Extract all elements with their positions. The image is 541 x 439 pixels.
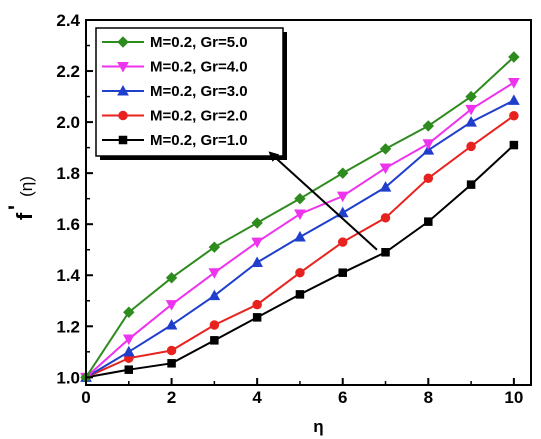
ticks-layer: 0 2 4 6 8 10 1.0 1.2 1.4 1.6 1.8 2.0 2.2 2.4 [56,11,523,407]
y-tick-label: 2.4 [56,11,80,30]
legend-label: M=0.2, Gr=4.0 [150,59,248,76]
data-point [165,300,178,311]
x-tick-label: 2 [167,388,176,407]
data-point [122,334,135,346]
legend-entry: M=0.2, Gr=1.0 [102,132,248,149]
data-point [465,90,477,103]
y-axis-label-f: f [12,212,37,220]
data-point [422,139,435,150]
data-point [165,318,178,330]
data-point [509,140,519,150]
data-point [294,192,306,205]
x-tick-label: 0 [81,388,90,407]
data-point [209,320,220,330]
series-triangle-down [80,78,520,384]
x-axis-label: η [313,417,323,436]
legend-entry: M=0.2, Gr=3.0 [102,83,248,100]
data-point [123,306,135,318]
data-point [295,267,305,278]
data-point [294,209,306,221]
data-point [124,365,134,374]
y-tick-label: 1.2 [56,317,80,336]
data-point [379,143,392,155]
legend-label: M=0.2, Gr=1.0 [150,132,248,149]
data-point [252,299,262,310]
legend-entry: M=0.2, Gr=2.0 [102,108,248,125]
data-point [466,141,476,152]
data-point [509,110,519,121]
data-point [294,230,306,242]
legend-entry: M=0.2, Gr=5.0 [102,34,248,51]
data-point [423,173,434,184]
data-point [251,237,264,249]
x-tick-label: 8 [424,388,433,407]
legend-marker [117,36,129,48]
data-point [208,268,221,279]
data-point [465,116,477,127]
data-point [295,290,305,299]
data-point [336,206,349,218]
series-square [81,140,519,382]
y-axis-label-prime: ' [4,205,29,210]
plot-frame [85,19,532,386]
legend-label: M=0.2, Gr=5.0 [150,34,248,51]
y-axis-label-arg: (η) [17,176,36,197]
x-tick-label: 6 [338,388,347,407]
data-point [167,359,176,368]
data-point [508,51,520,63]
legend-marker [118,110,128,121]
data-point [337,167,349,179]
data-point [251,217,263,229]
data-point [165,272,178,284]
y-tick-label: 1.6 [56,215,80,234]
trend-arrow [268,151,378,251]
legend: M=0.2, Gr=5.0 M=0.2, Gr=4.0 M=0.2, Gr=3.0 M… [95,27,287,160]
data-point [422,120,435,132]
legend-marker [117,84,129,96]
y-tick-label: 1.4 [56,266,80,285]
data-point [336,191,349,203]
data-point [338,268,347,277]
legend-label: M=0.2, Gr=2.0 [150,108,248,125]
legend-entry: M=0.2, Gr=4.0 [102,59,248,76]
data-point [465,104,477,116]
data-point [208,289,221,301]
x-tick-label: 4 [252,388,262,407]
data-point [166,345,177,356]
legend-marker [117,62,129,73]
data-point [508,94,520,105]
data-point [252,313,262,322]
y-tick-label: 1.8 [56,164,80,183]
data-point [251,256,264,267]
data-point [379,163,392,175]
data-point [466,180,476,189]
y-axis-label: f ' (η) [4,176,37,220]
data-point [380,213,391,223]
data-point [208,241,221,253]
y-tick-label: 2.2 [56,62,80,81]
data-point [379,181,392,192]
y-tick-label: 1.0 [56,368,80,387]
data-point [508,78,520,89]
data-point [424,217,433,226]
x-tick-label: 10 [504,388,523,407]
legend-label: M=0.2, Gr=3.0 [150,83,248,100]
data-point [210,336,219,345]
data-point [381,248,390,257]
legend-marker [118,135,128,145]
y-tick-label: 2.0 [56,113,80,132]
data-point [337,237,348,247]
series-triangle-up [80,94,520,382]
data-point [122,345,135,357]
